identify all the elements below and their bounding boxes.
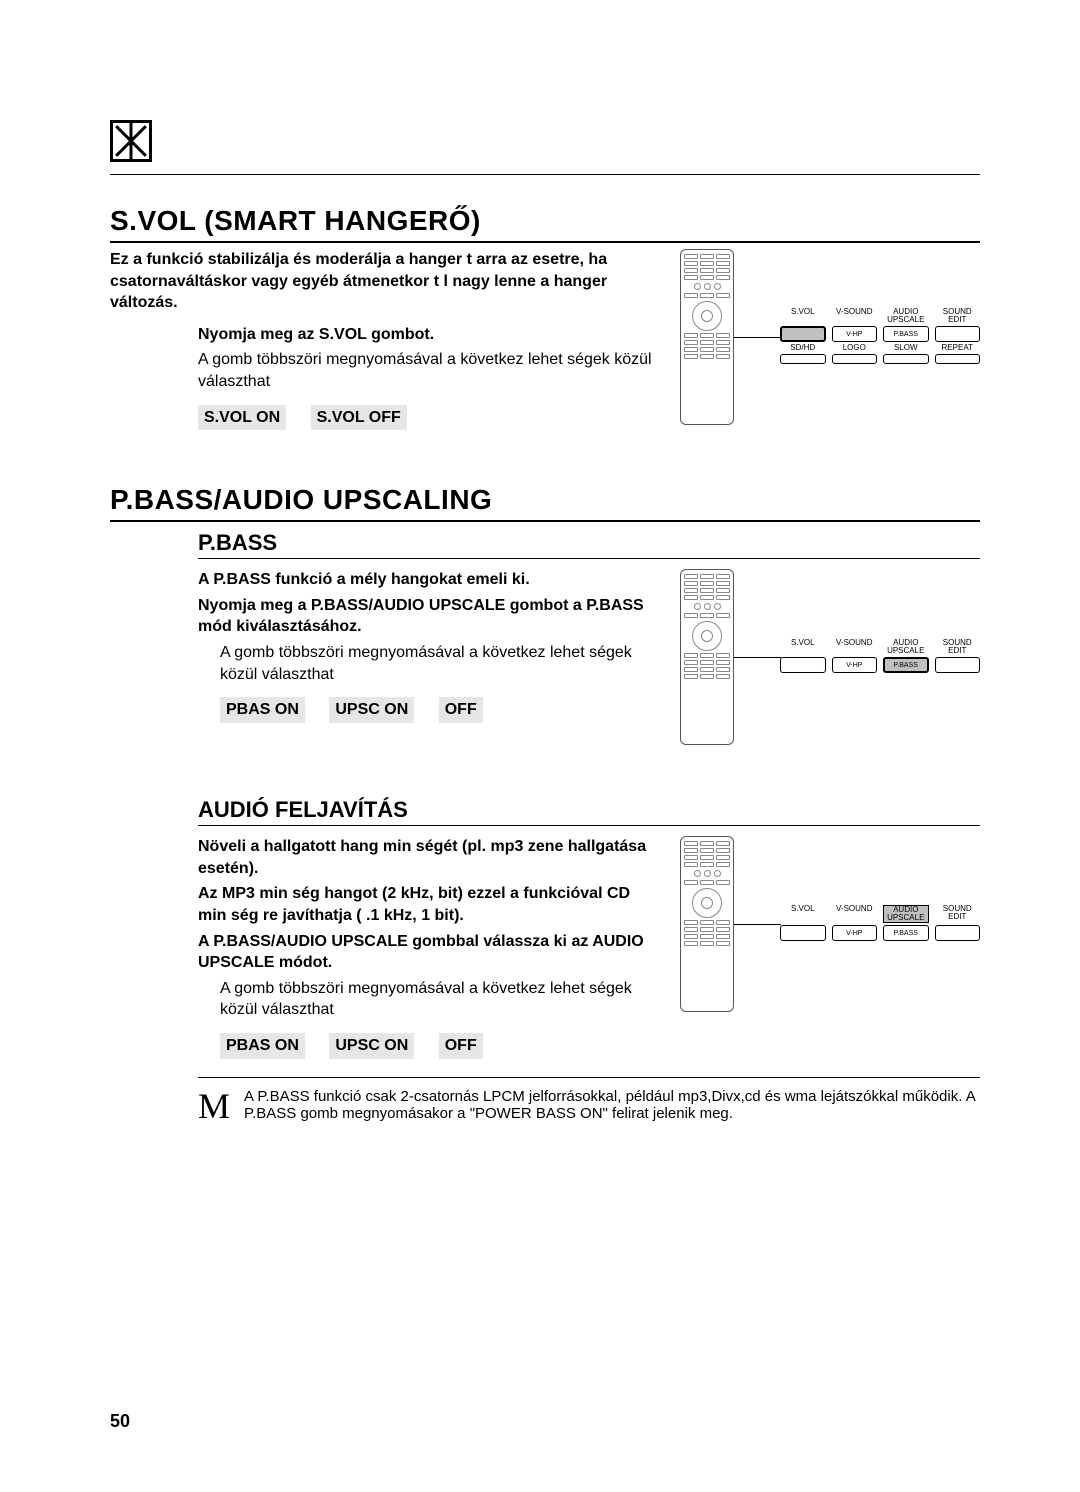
pbass-repeat: A gomb többszöri megnyomásával a követke… bbox=[220, 642, 656, 685]
upscale-opt-0: PBAS ON bbox=[220, 1033, 305, 1059]
pbass-section-title: P.BASS/AUDIO UPSCALING bbox=[110, 484, 980, 516]
upscale-callout-panel: S.VOL V-SOUND AUDIO UPSCALE SOUND EDIT V… bbox=[780, 905, 980, 943]
upscale-line2: Az MP3 min ség hangot (2 kHz, bit) ezzel… bbox=[198, 883, 656, 926]
upscale-subtitle: AUDIÓ FELJAVÍTÁS bbox=[198, 797, 980, 823]
pbass-remote-callout: S.VOL V-SOUND AUDIO UPSCALE SOUND EDIT V… bbox=[680, 569, 980, 745]
upscale-repeat: A gomb többszöri megnyomásával a követke… bbox=[220, 978, 656, 1021]
upscale-options: PBAS ON UPSC ON OFF bbox=[220, 1033, 656, 1059]
upscale-opt-1: UPSC ON bbox=[329, 1033, 414, 1059]
note-text: A P.BASS funkció csak 2-csatornás LPCM j… bbox=[244, 1088, 980, 1122]
pbass-section-rule bbox=[110, 520, 980, 522]
svol-opt-0: S.VOL ON bbox=[198, 405, 286, 431]
page-number: 50 bbox=[110, 1411, 130, 1432]
svol-options: S.VOL ON S.VOL OFF bbox=[198, 405, 656, 431]
footnote: M A P.BASS funkció csak 2-csatornás LPCM… bbox=[198, 1088, 980, 1124]
remote-icon bbox=[680, 249, 734, 425]
svol-remote-callout: S.VOL V-SOUND AUDIO UPSCALE SOUND EDIT V… bbox=[680, 249, 980, 425]
pbass-opt-2: OFF bbox=[439, 697, 483, 723]
pbass-sub-rule bbox=[198, 558, 980, 559]
upscale-opt-2: OFF bbox=[439, 1033, 483, 1059]
remote-icon bbox=[680, 836, 734, 1012]
pbass-options: PBAS ON UPSC ON OFF bbox=[220, 697, 656, 723]
pbass-subtitle: P.BASS bbox=[198, 530, 980, 556]
note-marker: M bbox=[198, 1088, 230, 1124]
callout-upscale-label: AUDIO UPSCALE bbox=[883, 905, 929, 923]
note-rule bbox=[198, 1077, 980, 1078]
callout-svol-button bbox=[780, 326, 826, 342]
remote-icon bbox=[680, 569, 734, 745]
upscale-line3: A P.BASS/AUDIO UPSCALE gombbal válassza … bbox=[198, 931, 656, 974]
page-header-icon bbox=[110, 120, 152, 162]
top-divider bbox=[110, 174, 980, 175]
pbass-callout-panel: S.VOL V-SOUND AUDIO UPSCALE SOUND EDIT V… bbox=[780, 639, 980, 675]
upscale-remote-callout: S.VOL V-SOUND AUDIO UPSCALE SOUND EDIT V… bbox=[680, 836, 980, 1012]
pbass-line2: Nyomja meg a P.BASS/AUDIO UPSCALE gombot… bbox=[198, 595, 656, 638]
upscale-line1: Növeli a hallgatott hang min ségét (pl. … bbox=[198, 836, 656, 879]
svol-callout-panel: S.VOL V-SOUND AUDIO UPSCALE SOUND EDIT V… bbox=[780, 308, 980, 366]
svol-press: Nyomja meg az S.VOL gombot. bbox=[198, 324, 656, 346]
upscale-sub-rule bbox=[198, 825, 980, 826]
callout-pbass-button: P.BASS bbox=[883, 657, 929, 673]
pbass-line1: A P.BASS funkció a mély hangokat emeli k… bbox=[198, 569, 656, 591]
svol-repeat: A gomb többszöri megnyomásával a követke… bbox=[198, 349, 656, 392]
pbass-opt-0: PBAS ON bbox=[220, 697, 305, 723]
svol-title: S.VOL (SMART HANGERŐ) bbox=[110, 205, 980, 237]
svol-intro: Ez a funkció stabilizálja és moderálja a… bbox=[110, 249, 656, 314]
pbass-opt-1: UPSC ON bbox=[329, 697, 414, 723]
svol-rule bbox=[110, 241, 980, 243]
svol-opt-1: S.VOL OFF bbox=[311, 405, 407, 431]
